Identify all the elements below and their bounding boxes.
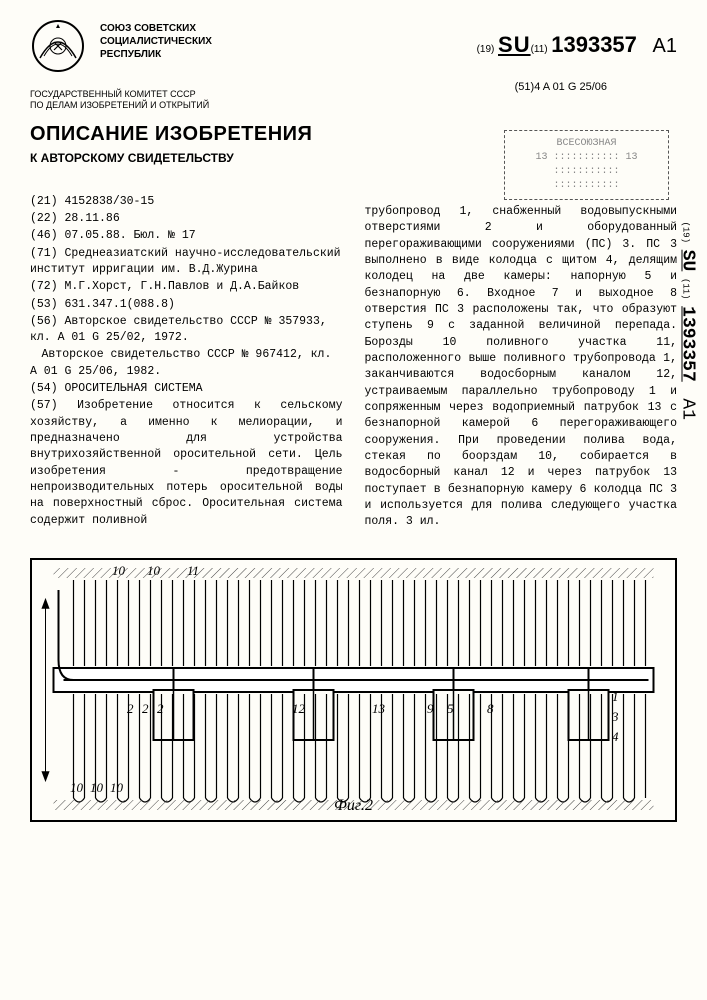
left-column: (21) 4152838/30-15 (22) 28.11.86 (46) 07… — [30, 193, 343, 543]
callout: 2 — [142, 700, 149, 718]
callout: 10 — [110, 779, 123, 797]
library-stamp: ВСЕСОЮЗНАЯ 13 ::::::::::: 13 :::::::::::… — [504, 130, 669, 200]
doc-prefix: (19) — [477, 44, 495, 55]
field-22: (22) 28.11.86 — [30, 211, 343, 227]
callout: 10 — [90, 779, 103, 797]
callout: 2 — [127, 700, 134, 718]
callout: 3 — [612, 708, 619, 726]
stamp-line: ВСЕСОЮЗНАЯ — [505, 137, 668, 151]
country-line: РЕСПУБЛИК — [100, 48, 212, 61]
callout: 10 — [147, 562, 160, 580]
callout: 10 — [70, 779, 83, 797]
figure-label: Фиг.2 — [334, 795, 373, 817]
callout: 12 — [292, 700, 305, 718]
callout: 1 — [612, 688, 619, 706]
side-prefix: (19) — [680, 222, 690, 244]
field-71: (71) Среднеазиатский научно-исследовател… — [30, 246, 343, 279]
ipc-prefix: (51)4 — [515, 81, 541, 93]
ipc-code: A 01 G 25/06 — [543, 81, 607, 93]
abstract-continuation: трубопровод 1, снабженный водовыпускными… — [365, 204, 678, 531]
callout: 5 — [447, 700, 454, 718]
side-doc-id: (19) SU (11) 1393357 A1 — [675, 222, 699, 421]
callout: 11 — [187, 562, 199, 580]
stamp-line: 13 ::::::::::: 13 — [505, 151, 668, 165]
field-21: (21) 4152838/30-15 — [30, 194, 343, 210]
field-46: (46) 07.05.88. Бюл. № 17 — [30, 228, 343, 244]
country-line: СОЦИАЛИСТИЧЕСКИХ — [100, 35, 212, 48]
field-57: (57) Изобретение относится к сельскому х… — [30, 398, 343, 529]
committee-line: ПО ДЕЛАМ ИЗОБРЕТЕНИЙ И ОТКРЫТИЙ — [30, 100, 677, 111]
callout: 10 — [112, 562, 125, 580]
callout: 4 — [612, 728, 619, 746]
side-kind: A1 — [677, 398, 697, 420]
side-number: 1393357 — [677, 306, 697, 382]
field-53: (53) 631.347.1(088.8) — [30, 297, 343, 313]
side-mid: (11) — [680, 278, 690, 300]
stamp-line: ::::::::::: — [505, 165, 668, 179]
field-56: (56) Авторское свидетельство СССР № 3579… — [30, 314, 343, 347]
callout: 2 — [157, 700, 164, 718]
doc-mid: (11) — [531, 44, 548, 55]
doc-su: SU — [498, 32, 531, 57]
callout: 9 — [427, 700, 434, 718]
doc-number: 1393357 — [551, 32, 637, 57]
doc-kind: A1 — [653, 35, 677, 57]
document-id: (19) SU(11) 1393357 A1 — [477, 18, 677, 60]
callout: 8 — [487, 700, 494, 718]
country-name: СОЮЗ СОВЕТСКИХ СОЦИАЛИСТИЧЕСКИХ РЕСПУБЛИ… — [100, 18, 212, 61]
field-56b: Авторское свидетельство СССР № 967412, к… — [30, 347, 343, 380]
callout: 13 — [372, 700, 385, 718]
country-line: СОЮЗ СОВЕТСКИХ — [100, 22, 212, 35]
right-column: трубопровод 1, снабженный водовыпускными… — [365, 193, 678, 543]
field-54: (54) ОРОСИТЕЛЬНАЯ СИСТЕМА — [30, 381, 343, 397]
figure-2-drawing: 10 10 11 2 2 2 12 13 9 5 8 1 3 4 10 10 1… — [30, 558, 677, 822]
stamp-line: ::::::::::: — [505, 179, 668, 193]
state-emblem — [30, 18, 86, 74]
side-su: SU — [677, 250, 697, 272]
field-72: (72) М.Г.Хорст, Г.Н.Павлов и Д.А.Байков — [30, 279, 343, 295]
